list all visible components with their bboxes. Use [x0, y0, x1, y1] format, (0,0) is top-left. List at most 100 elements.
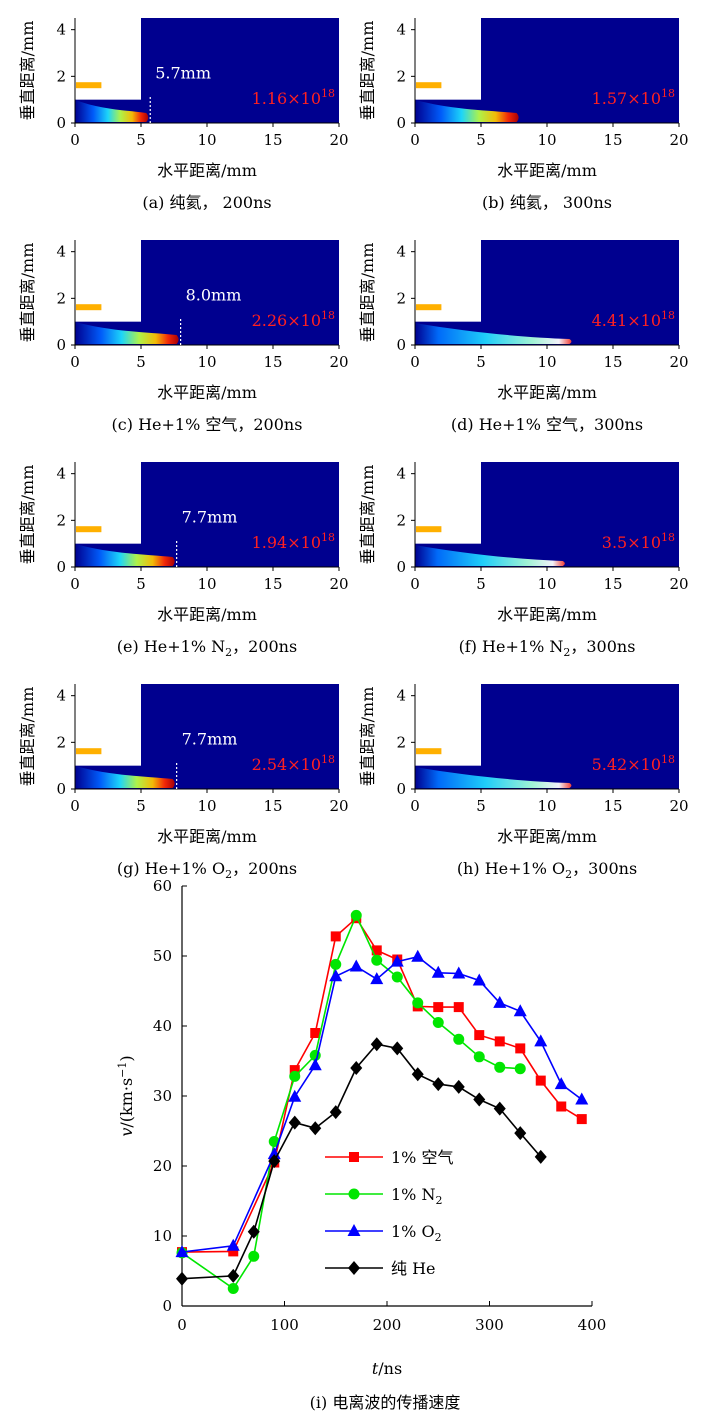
y-tick-label: 4 — [56, 687, 66, 705]
y-tick-label: 0 — [396, 114, 406, 132]
data-point — [513, 1004, 527, 1017]
domain-chamber — [481, 462, 679, 567]
y-tick-label: 4 — [56, 243, 66, 261]
data-point — [227, 1268, 240, 1283]
electrode-bar — [416, 304, 442, 311]
plasma-channel — [75, 765, 175, 788]
x-tick-label: 20 — [329, 575, 348, 593]
x-tick-label: 10 — [197, 131, 216, 149]
x-tick-label: 0 — [70, 353, 80, 371]
data-point — [556, 1101, 567, 1112]
x-tick-label: 10 — [197, 797, 216, 815]
domain-chamber — [141, 684, 339, 789]
data-point — [310, 1028, 321, 1038]
panel-caption: (d) He+1% 空气，300ns — [451, 415, 643, 434]
x-tick-label: 5 — [136, 797, 146, 815]
x-tick-label: 0 — [410, 131, 420, 149]
line-x-tick-label: 400 — [578, 1316, 607, 1334]
legend-marker — [349, 1152, 359, 1162]
x-tick-label: 5 — [136, 575, 146, 593]
x-tick-label: 5 — [476, 575, 486, 593]
data-point — [453, 1002, 464, 1013]
x-tick-label: 20 — [669, 131, 688, 149]
distance-label: 8.0mm — [186, 286, 242, 305]
y-tick-label: 4 — [396, 243, 406, 261]
electrode-bar — [416, 82, 442, 89]
series-3 — [176, 1037, 547, 1286]
y-axis-label: 垂直距离/mm — [358, 21, 377, 121]
data-point — [370, 1037, 383, 1052]
y-tick-label: 2 — [396, 67, 406, 85]
series-line — [181, 1043, 542, 1280]
data-point — [576, 1114, 587, 1125]
electrode-bar — [76, 82, 102, 89]
x-tick-label: 10 — [197, 575, 216, 593]
y-tick-label: 0 — [396, 336, 406, 354]
line-y-axis-label: v/(km·s−1) — [116, 1055, 136, 1136]
data-point — [575, 1092, 589, 1105]
legend-item-0: 1% 空气 — [325, 1148, 453, 1167]
data-point — [370, 972, 384, 985]
line-y-tick-label: 0 — [162, 1297, 172, 1315]
panel-caption: (c) He+1% 空气，200ns — [112, 415, 303, 434]
line-y-tick-label: 60 — [153, 877, 172, 895]
x-axis-label: 水平距离/mm — [497, 383, 597, 402]
y-axis-label: 垂直距离/mm — [18, 465, 37, 565]
x-tick-label: 10 — [537, 797, 556, 815]
electrode-bar — [76, 304, 102, 311]
legend-marker — [347, 1224, 361, 1236]
x-axis-label: 水平距离/mm — [497, 827, 597, 846]
data-point — [452, 1079, 465, 1094]
data-point — [514, 1126, 527, 1141]
heatmap-panel-d: 0 5 10 15 20 0 2 4 水平距离/mm 垂直距离/mm 4.41×1018 (d) He… — [358, 240, 689, 434]
data-point — [494, 1061, 506, 1073]
data-point — [268, 1154, 281, 1169]
y-tick-label: 2 — [56, 733, 66, 751]
data-point — [371, 954, 383, 966]
distance-label: 7.7mm — [182, 508, 238, 527]
x-tick-label: 0 — [410, 797, 420, 815]
legend-label: 1% N2 — [391, 1185, 442, 1207]
heatmap-panel-f: 0 5 10 15 20 0 2 4 水平距离/mm 垂直距离/mm 3.5×1018 (f) He+… — [358, 462, 689, 659]
x-tick-label: 0 — [70, 131, 80, 149]
y-tick-label: 2 — [56, 67, 66, 85]
x-tick-label: 20 — [669, 797, 688, 815]
data-point — [308, 1058, 322, 1071]
x-tick-label: 20 — [329, 797, 348, 815]
x-axis-label: 水平距离/mm — [157, 161, 257, 180]
x-tick-label: 15 — [263, 131, 282, 149]
data-point — [494, 1036, 505, 1047]
x-tick-label: 10 — [537, 353, 556, 371]
line-x-tick-label: 300 — [475, 1316, 504, 1334]
line-x-tick-label: 0 — [177, 1316, 187, 1334]
x-tick-label: 5 — [476, 131, 486, 149]
data-point — [473, 1092, 486, 1107]
distance-label: 5.7mm — [155, 64, 211, 83]
data-point — [431, 965, 445, 978]
series-line — [181, 955, 583, 1253]
electrode-bar — [76, 526, 102, 533]
y-tick-label: 2 — [396, 289, 406, 307]
line-y-tick-label: 10 — [153, 1227, 172, 1245]
y-tick-label: 0 — [56, 336, 66, 354]
legend-label: 纯 He — [391, 1259, 436, 1278]
x-axis-label: 水平距离/mm — [157, 605, 257, 624]
domain-chamber — [481, 240, 679, 345]
data-point — [453, 1033, 465, 1045]
heatmap-panel-a: 0 5 10 15 20 0 2 4 水平距离/mm 垂直距离/mm 5.7mm 1.16×1018 (… — [18, 18, 349, 212]
plasma-channel — [75, 321, 179, 344]
x-tick-label: 0 — [410, 353, 420, 371]
data-point — [175, 1245, 189, 1258]
legend-marker — [348, 1261, 360, 1275]
line-x-tick-label: 200 — [373, 1316, 402, 1334]
data-point — [474, 1030, 485, 1041]
plasma-channel — [75, 543, 175, 566]
data-point — [493, 1101, 506, 1116]
max-density-label: 2.26×1018 — [252, 309, 335, 330]
data-point — [515, 1043, 526, 1054]
y-tick-label: 4 — [396, 465, 406, 483]
max-density-label: 3.5×1018 — [602, 531, 675, 552]
x-tick-label: 20 — [329, 353, 348, 371]
plasma-channel — [415, 99, 519, 122]
